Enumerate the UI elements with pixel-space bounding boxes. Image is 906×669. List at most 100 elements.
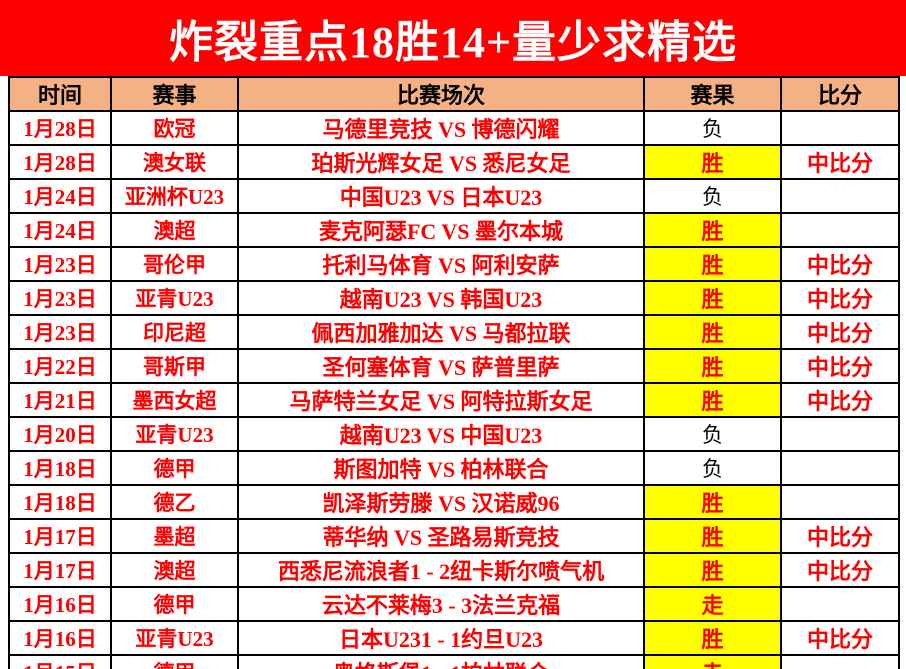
table-row: 1月22日 哥斯甲 圣何塞体育 VS 萨普里萨胜中比分	[8, 348, 900, 384]
league-cell: 哥斯甲	[110, 348, 239, 384]
result-cell: 胜	[643, 280, 782, 316]
table-row: 1月15日德甲奥格斯堡1 - 1柏林联合走	[8, 654, 900, 669]
header-league: 赛事	[110, 76, 239, 112]
table-row: 1月28日 澳女联 珀斯光辉女足 VS 悉尼女足胜中比分	[8, 144, 900, 180]
match-cell: 凯泽斯劳滕 VS 汉诺威96	[237, 484, 645, 520]
match-cell: 托利马体育 VS 阿利安萨	[237, 246, 645, 282]
result-cell: 负	[643, 450, 782, 486]
result-cell: 胜	[643, 144, 782, 180]
match-cell: 日本U231 - 1约旦U23	[237, 620, 645, 656]
date-cell: 1月24日	[8, 212, 112, 248]
score-cell	[780, 484, 900, 520]
table-row: 1月18日 德甲 斯图加特 VS 柏林联合负	[8, 450, 900, 486]
table-row: 1月17日 澳超 西悉尼流浪者1 - 2纽卡斯尔喷气机胜中比分	[8, 552, 900, 588]
score-cell	[780, 212, 900, 248]
table-row: 1月17日 墨超 蒂华纳 VS 圣路易斯竞技胜中比分	[8, 518, 900, 554]
result-cell: 胜	[643, 212, 782, 248]
league-cell: 澳超	[110, 552, 239, 588]
match-cell: 麦克阿瑟FC VS 墨尔本城	[237, 212, 645, 248]
match-cell: 蒂华纳 VS 圣路易斯竞技	[237, 518, 645, 554]
result-cell: 胜	[643, 552, 782, 588]
match-cell: 越南U23 VS 中国U23	[237, 416, 645, 452]
score-cell: 中比分	[780, 552, 900, 588]
header-score: 比分	[780, 76, 900, 112]
date-cell: 1月18日	[8, 484, 112, 520]
header-time: 时间	[8, 76, 112, 112]
date-cell: 1月28日	[8, 144, 112, 180]
table-row: 1月24日 亚洲杯U23 中国U23 VS 日本U23 负	[8, 178, 900, 214]
table-row: 1月16日 亚青U23 日本U231 - 1约旦U23 胜中比分	[8, 620, 900, 656]
banner: 炸裂重点18胜14+量少求精选	[0, 0, 906, 76]
date-cell: 1月23日	[8, 314, 112, 350]
match-cell: 中国U23 VS 日本U23	[237, 178, 645, 214]
league-cell: 欧冠	[110, 110, 239, 146]
match-cell: 珀斯光辉女足 VS 悉尼女足	[237, 144, 645, 180]
date-cell: 1月16日	[8, 586, 112, 622]
league-cell: 墨超	[110, 518, 239, 554]
result-cell: 负	[643, 110, 782, 146]
header-match: 比赛场次	[237, 76, 645, 112]
score-cell: 中比分	[780, 382, 900, 418]
match-cell: 斯图加特 VS 柏林联合	[237, 450, 645, 486]
match-cell: 佩西加雅加达 VS 马都拉联	[237, 314, 645, 350]
score-cell	[780, 654, 900, 669]
result-cell: 负	[643, 178, 782, 214]
table-row: 1月18日 德乙 凯泽斯劳滕 VS 汉诺威96 胜	[8, 484, 900, 520]
table-header: 时间 赛事 比赛场次 赛果 比分	[8, 76, 900, 112]
date-cell: 1月21日	[8, 382, 112, 418]
league-cell: 哥伦甲	[110, 246, 239, 282]
score-cell	[780, 178, 900, 214]
table-row: 1月23日 亚青U23 越南U23 VS 韩国U23 胜中比分	[8, 280, 900, 316]
result-cell: 胜	[643, 518, 782, 554]
score-cell: 中比分	[780, 348, 900, 384]
league-cell: 印尼超	[110, 314, 239, 350]
date-cell: 1月17日	[8, 518, 112, 554]
score-cell: 中比分	[780, 314, 900, 350]
score-cell: 中比分	[780, 280, 900, 316]
table-row: 1月21日 墨西女超 马萨特兰女足 VS 阿特拉斯女足胜中比分	[8, 382, 900, 418]
result-cell: 胜	[643, 348, 782, 384]
result-cell: 走	[643, 586, 782, 622]
date-cell: 1月17日	[8, 552, 112, 588]
score-cell: 中比分	[780, 144, 900, 180]
header-result: 赛果	[643, 76, 782, 112]
date-cell: 1月20日	[8, 416, 112, 452]
date-cell: 1月23日	[8, 280, 112, 316]
date-cell: 1月15日	[8, 654, 112, 669]
header-row: 时间 赛事 比赛场次 赛果 比分	[8, 76, 900, 112]
result-cell: 胜	[643, 382, 782, 418]
table-row: 1月16日 德甲 云达不莱梅3 - 3法兰克福走	[8, 586, 900, 622]
table-row: 1月23日 哥伦甲 托利马体育 VS 阿利安萨胜中比分	[8, 246, 900, 282]
match-cell: 越南U23 VS 韩国U23	[237, 280, 645, 316]
league-cell: 德甲	[110, 654, 239, 669]
match-cell: 圣何塞体育 VS 萨普里萨	[237, 348, 645, 384]
league-cell: 亚洲杯U23	[110, 178, 239, 214]
date-cell: 1月22日	[8, 348, 112, 384]
league-cell: 亚青U23	[110, 416, 239, 452]
league-cell: 亚青U23	[110, 620, 239, 656]
score-cell	[780, 110, 900, 146]
score-cell: 中比分	[780, 518, 900, 554]
match-cell: 西悉尼流浪者1 - 2纽卡斯尔喷气机	[237, 552, 645, 588]
league-cell: 墨西女超	[110, 382, 239, 418]
result-cell: 胜	[643, 620, 782, 656]
match-cell: 马德里竞技 VS 博德闪耀	[237, 110, 645, 146]
results-table: 时间 赛事 比赛场次 赛果 比分 1月28日 欧冠 马德里竞技 VS 博德闪耀负 1月…	[8, 76, 900, 669]
league-cell: 亚青U23	[110, 280, 239, 316]
date-cell: 1月16日	[8, 620, 112, 656]
date-cell: 1月24日	[8, 178, 112, 214]
score-cell	[780, 416, 900, 452]
result-cell: 负	[643, 416, 782, 452]
table-row: 1月28日 欧冠 马德里竞技 VS 博德闪耀负	[8, 110, 900, 146]
date-cell: 1月23日	[8, 246, 112, 282]
date-cell: 1月28日	[8, 110, 112, 146]
result-cell: 胜	[643, 314, 782, 350]
score-cell	[780, 450, 900, 486]
table-row: 1月24日 澳超 麦克阿瑟FC VS 墨尔本城胜	[8, 212, 900, 248]
league-cell: 澳女联	[110, 144, 239, 180]
score-cell: 中比分	[780, 620, 900, 656]
league-cell: 德乙	[110, 484, 239, 520]
league-cell: 德甲	[110, 450, 239, 486]
result-cell: 走	[643, 654, 782, 669]
match-cell: 云达不莱梅3 - 3法兰克福	[237, 586, 645, 622]
